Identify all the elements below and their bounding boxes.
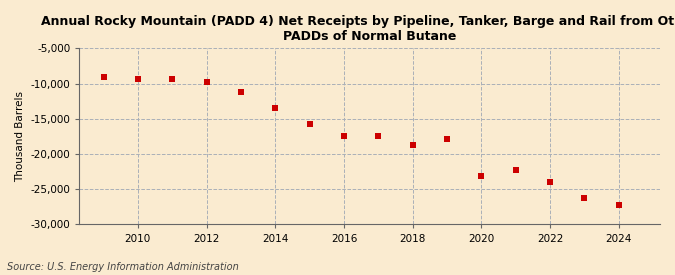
Point: [510, 167, 521, 172]
Point: [132, 77, 143, 81]
Text: Source: U.S. Energy Information Administration: Source: U.S. Energy Information Administ…: [7, 262, 238, 272]
Point: [270, 106, 281, 111]
Y-axis label: Thousand Barrels: Thousand Barrels: [15, 91, 25, 182]
Point: [304, 122, 315, 127]
Point: [614, 203, 624, 207]
Point: [201, 80, 212, 84]
Point: [441, 136, 452, 141]
Point: [407, 143, 418, 147]
Point: [545, 180, 556, 185]
Point: [339, 134, 350, 139]
Point: [373, 134, 383, 139]
Point: [476, 174, 487, 178]
Title: Annual Rocky Mountain (PADD 4) Net Receipts by Pipeline, Tanker, Barge and Rail : Annual Rocky Mountain (PADD 4) Net Recei…: [41, 15, 675, 43]
Point: [98, 74, 109, 79]
Point: [579, 196, 590, 200]
Point: [236, 90, 246, 94]
Point: [167, 77, 178, 81]
